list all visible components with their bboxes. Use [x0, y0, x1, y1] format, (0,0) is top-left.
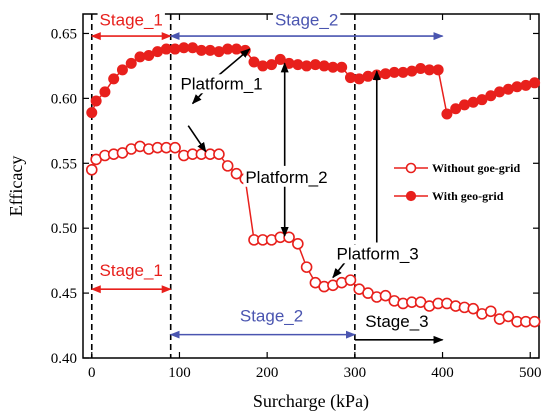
annotation-label-background [178, 74, 265, 94]
data-point-with-geogrid [90, 95, 102, 107]
x-tick-label: 200 [256, 365, 279, 381]
axis-ticks [83, 14, 539, 359]
annotation-label: Platform_1 [180, 74, 262, 93]
data-point-without-geogrid [484, 305, 497, 318]
data-point-with-geogrid [86, 107, 98, 119]
y-axis-title: Efficacy [6, 156, 26, 217]
annotation-arrow [218, 48, 251, 76]
annotation-label: Stage_1 [100, 261, 163, 280]
data-point-with-geogrid [116, 64, 128, 76]
data-point-without-geogrid [221, 160, 234, 172]
x-tick-label: 100 [168, 365, 191, 381]
data-point-with-geogrid [432, 64, 444, 76]
stage-lines [90, 14, 356, 358]
annotation-label: Stage_2 [275, 11, 338, 30]
annotation-label: Stage_2 [240, 307, 303, 326]
y-tick-label: 0.50 [51, 221, 77, 237]
y-tick-label: 0.60 [51, 91, 77, 107]
legend: Without goe-grid With geo-grid [394, 161, 520, 203]
data-point-with-geogrid [125, 57, 137, 69]
x-tick-label: 0 [88, 365, 96, 381]
y-tick-label: 0.45 [51, 286, 77, 302]
annotation-label: Platform_3 [337, 244, 419, 263]
annotations: Stage_1 Stage_2 Platform_1 Platform_2 Platfo… [97, 10, 431, 331]
x-tick-labels: 0 100 200 300 400 500 [88, 365, 541, 381]
x-axis-title: Surcharge (kPa) [253, 391, 369, 412]
annotation-label: Platform_2 [245, 168, 327, 187]
data-point-without-geogrid [292, 237, 304, 250]
series-points [85, 42, 541, 328]
legend-marker-with-geogrid [405, 190, 417, 202]
annotation-label-background [272, 10, 341, 30]
data-point-with-geogrid [108, 73, 120, 85]
legend-marker-without-geogrid [405, 162, 417, 174]
data-point-with-geogrid [336, 61, 348, 73]
data-point-without-geogrid [502, 310, 515, 323]
annotation-arrow [187, 125, 207, 153]
annotation-label-background [97, 10, 165, 30]
legend-label-with-geogrid: With geo-grid [432, 189, 504, 203]
y-tick-label: 0.65 [51, 26, 77, 42]
annotation-label-background [237, 306, 306, 326]
x-tick-label: 500 [519, 365, 542, 381]
data-point-without-geogrid [300, 261, 313, 273]
annotation-label-background [334, 244, 421, 264]
data-point-without-geogrid [283, 231, 295, 244]
data-point-without-geogrid [169, 141, 181, 154]
annotation-label-background [363, 311, 431, 331]
x-tick-label: 300 [344, 365, 367, 381]
data-point-with-geogrid [441, 108, 453, 120]
data-point-with-geogrid [99, 86, 111, 98]
data-point-without-geogrid [85, 163, 98, 176]
legend-label-without-geogrid: Without goe-grid [432, 161, 520, 175]
data-point-with-geogrid [266, 59, 278, 71]
annotation-label: Stage_3 [365, 312, 428, 331]
data-point-without-geogrid [213, 148, 225, 160]
y-tick-labels: 0.40 0.45 0.50 0.55 0.60 0.65 [51, 26, 77, 367]
data-point-with-geogrid [529, 77, 541, 89]
data-point-without-geogrid [379, 289, 392, 302]
y-tick-label: 0.55 [51, 156, 77, 172]
x-tick-label: 400 [431, 365, 454, 381]
annotation-label-background [97, 261, 165, 281]
annotation-label: Stage_1 [100, 11, 163, 30]
annotation-label-background [243, 167, 330, 187]
y-tick-label: 0.40 [51, 351, 77, 367]
data-point-without-geogrid [344, 274, 357, 286]
data-point-without-geogrid [528, 315, 541, 328]
data-point-without-geogrid [467, 302, 480, 315]
data-point-without-geogrid [230, 167, 243, 180]
